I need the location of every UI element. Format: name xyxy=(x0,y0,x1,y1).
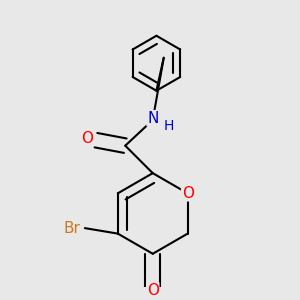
Text: H: H xyxy=(164,118,174,133)
Text: N: N xyxy=(147,111,158,126)
Text: O: O xyxy=(81,131,93,146)
Text: Br: Br xyxy=(64,220,80,236)
Text: O: O xyxy=(182,186,194,201)
Text: O: O xyxy=(147,283,159,298)
